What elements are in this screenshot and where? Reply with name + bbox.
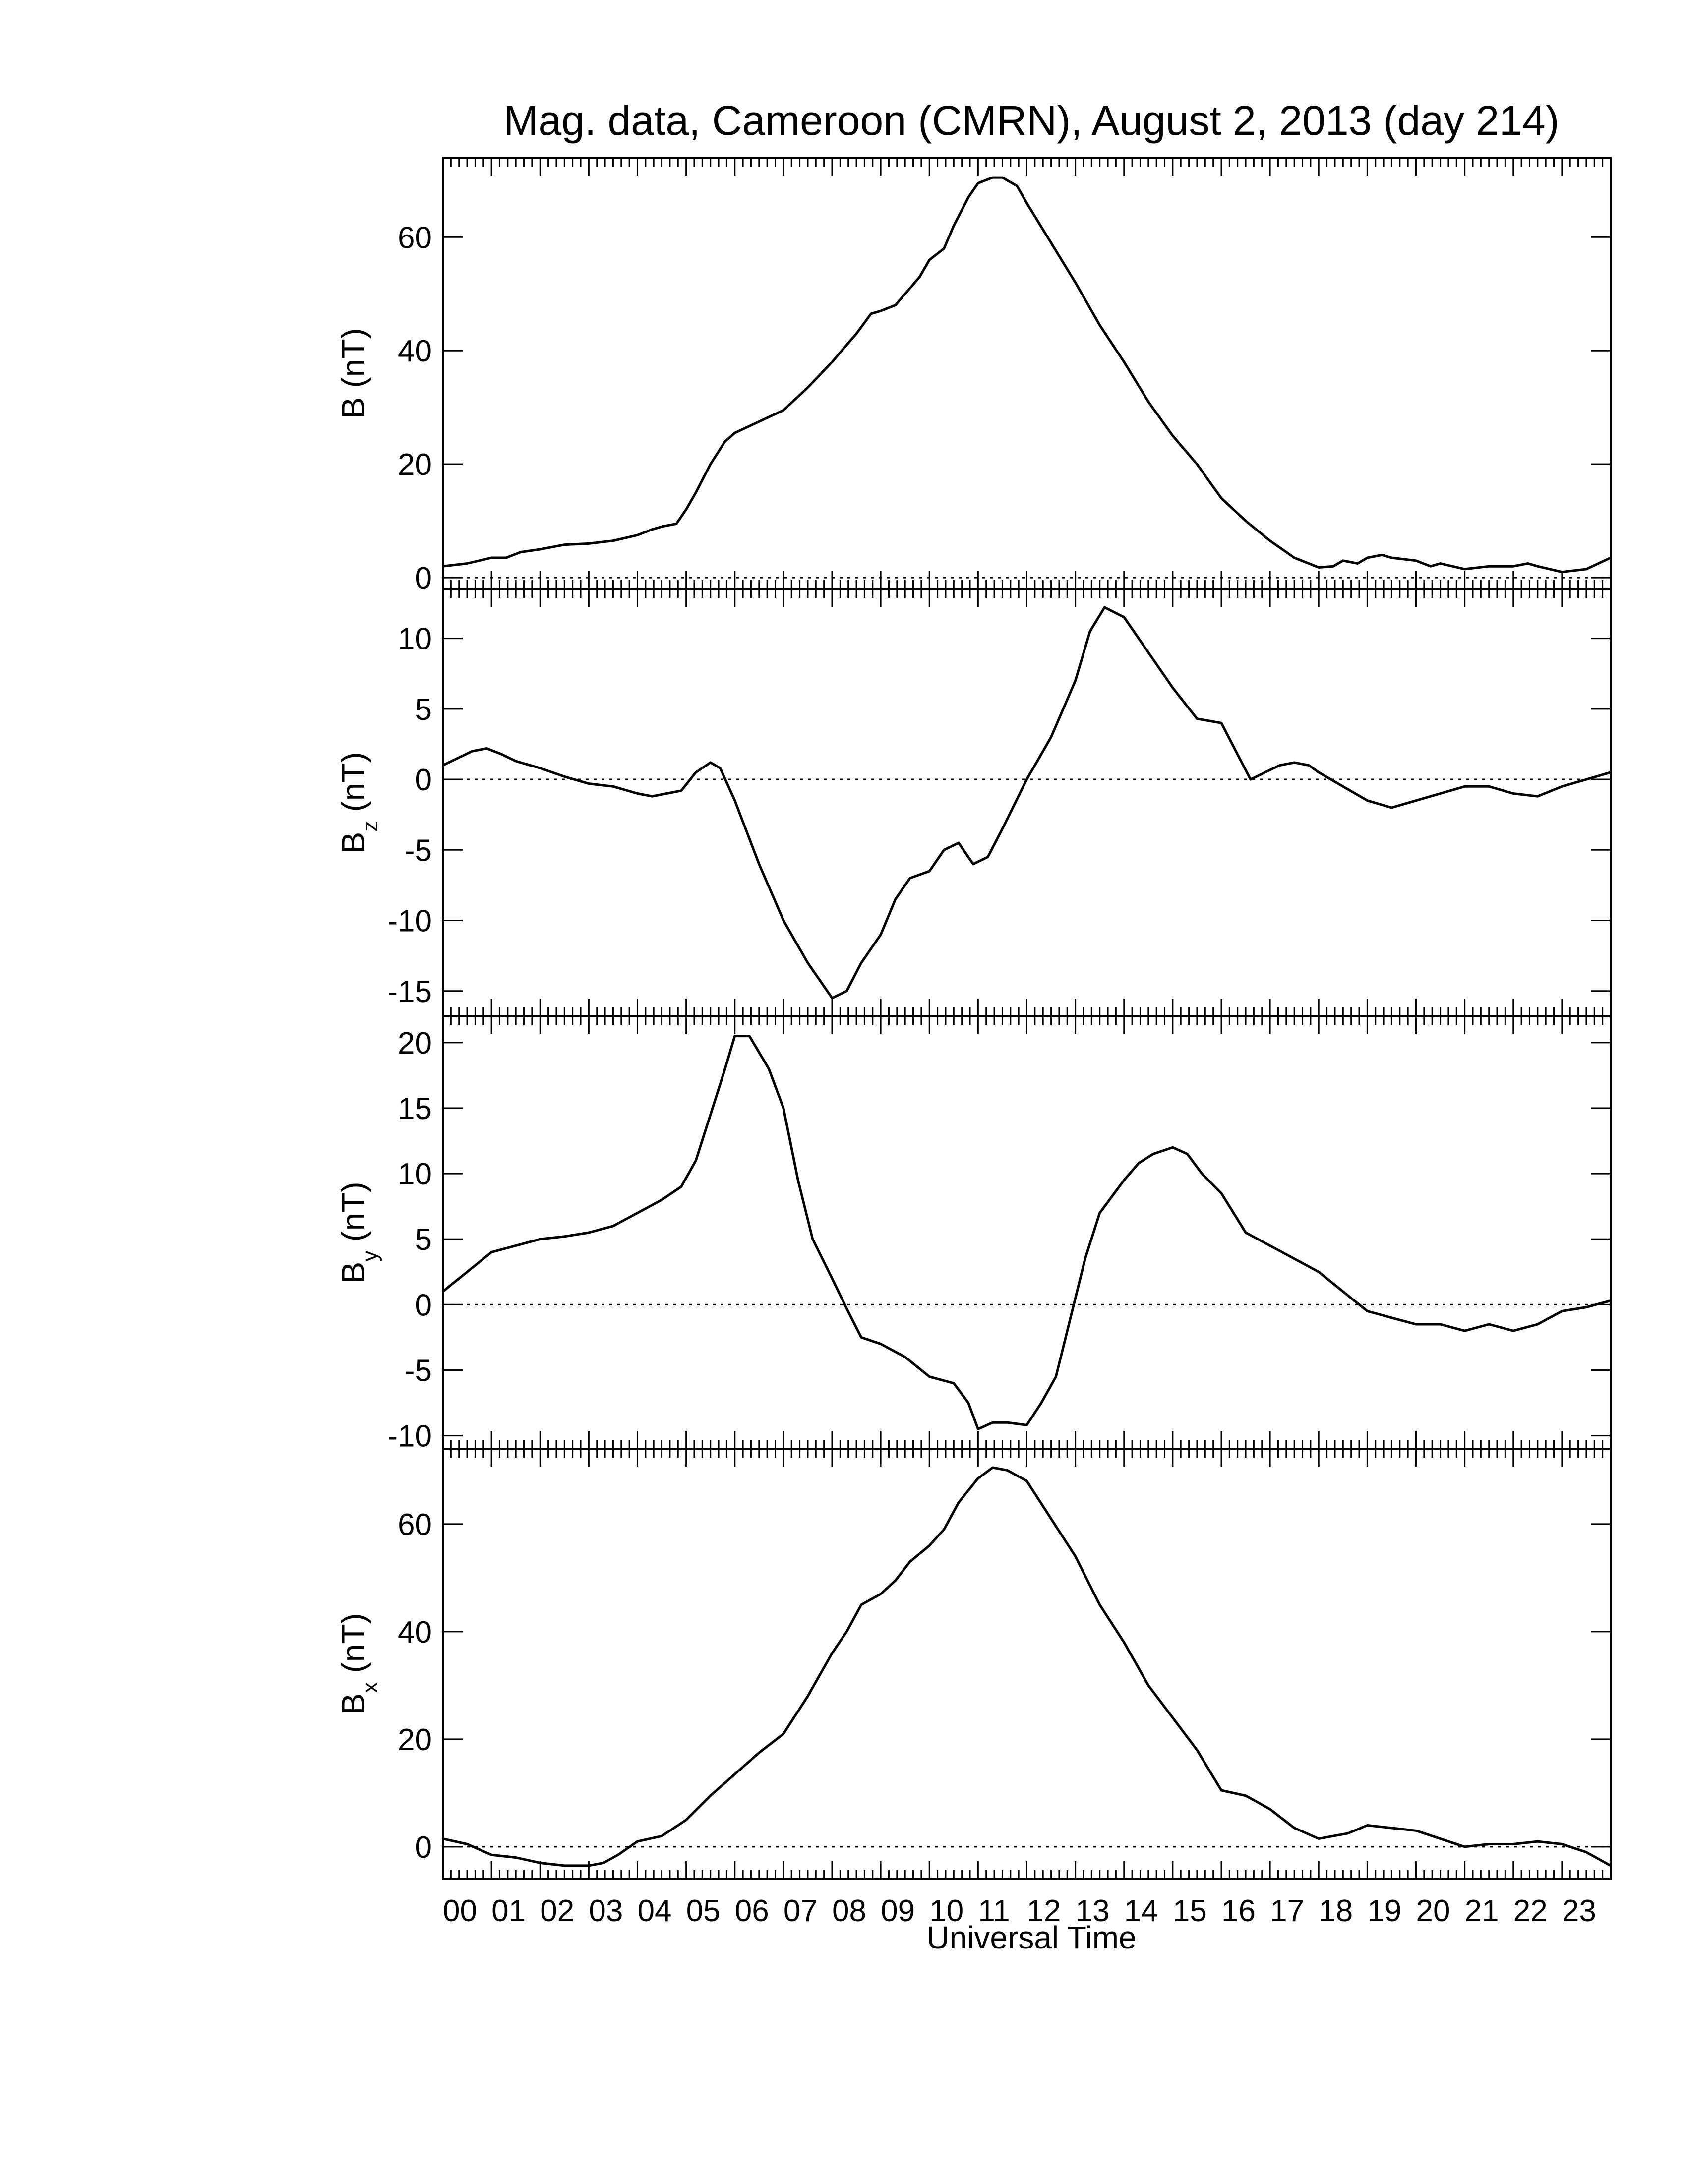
y-axis-label-subscript: x: [358, 1682, 382, 1693]
x-tick-label: 05: [686, 1894, 721, 1928]
x-tick-label: 19: [1367, 1894, 1401, 1928]
series-line: [442, 176, 1612, 574]
y-axis-label-symbol: B: [335, 397, 371, 419]
y-tick-label: 0: [415, 561, 432, 595]
x-tick-label: 03: [589, 1894, 623, 1928]
y-tick-label: -10: [387, 904, 432, 939]
x-tick-label: 04: [638, 1894, 672, 1928]
y-tick-label: 5: [415, 1223, 432, 1257]
y-tick-label: 0: [415, 1830, 432, 1865]
y-tick-label: 10: [398, 622, 432, 656]
y-axis-label-subscript: z: [358, 821, 382, 832]
x-tick-label: 06: [735, 1894, 769, 1928]
x-tick-label: 02: [540, 1894, 574, 1928]
y-axis-label: Bz (nT): [335, 752, 382, 853]
series-line: [442, 1466, 1612, 1867]
x-tick-label: 16: [1221, 1894, 1256, 1928]
y-tick-label: -5: [405, 1354, 432, 1388]
x-tick-label: 13: [1076, 1894, 1110, 1928]
x-axis-label: Universal Time: [926, 1920, 1136, 1955]
y-tick-label: 40: [398, 1615, 432, 1650]
x-tick-label: 08: [832, 1894, 866, 1928]
y-tick-label: 40: [398, 334, 432, 368]
y-tick-label: 5: [415, 693, 432, 727]
y-tick-label: 15: [398, 1092, 432, 1126]
panel-3: -10 -5 0 5 10 15 20 By (nT): [335, 1015, 1612, 1454]
x-tick-label: 14: [1124, 1894, 1158, 1928]
y-axis-label-subscript: y: [358, 1251, 382, 1262]
y-tick-label: -15: [387, 975, 432, 1009]
x-tick-label: 20: [1416, 1894, 1450, 1928]
y-tick-label: 20: [398, 1026, 432, 1061]
y-tick-label: -5: [405, 833, 432, 868]
y-tick-label: -10: [387, 1419, 432, 1454]
y-axis-label: By (nT): [335, 1181, 382, 1283]
chart-title: Mag. data, Cameroon (CMRN), August 2, 20…: [503, 97, 1559, 144]
series-line: [442, 606, 1611, 1000]
y-tick-label: 20: [398, 1723, 432, 1757]
y-axis-label-unit: (nT): [335, 328, 371, 397]
y-axis-label: B (nT): [335, 328, 371, 418]
x-tick-label: 11: [978, 1894, 1010, 1928]
x-tick-label: 22: [1513, 1894, 1548, 1928]
series-line: [442, 1035, 1611, 1430]
y-axis-label-symbol: B: [335, 832, 371, 854]
y-tick-label: 60: [398, 221, 432, 255]
x-tick-label: 10: [929, 1894, 963, 1928]
x-tick-label: 07: [783, 1894, 818, 1928]
y-axis-label-unit: (nT): [335, 1181, 371, 1250]
y-axis-label-symbol: B: [335, 1262, 371, 1284]
x-tick-label: 23: [1562, 1894, 1596, 1928]
y-tick-label: 10: [398, 1157, 432, 1191]
y-tick-label: 0: [415, 1288, 432, 1322]
y-axis-label-symbol: B: [335, 1693, 371, 1715]
x-tick-label: 15: [1173, 1894, 1207, 1928]
y-axis-label: Bx (nT): [335, 1613, 382, 1714]
x-tick-label: 09: [881, 1894, 915, 1928]
y-tick-label: 0: [415, 763, 432, 797]
x-tick-label: 17: [1270, 1894, 1304, 1928]
y-tick-label: 20: [398, 448, 432, 482]
x-tick-label: 18: [1319, 1894, 1353, 1928]
x-tick-label: 21: [1465, 1894, 1499, 1928]
y-axis-label-unit: (nT): [335, 752, 371, 821]
y-tick-label: 60: [398, 1508, 432, 1542]
panel-1: 0 20 40 60 B (nT): [335, 157, 1612, 595]
x-tick-label: 12: [1027, 1894, 1061, 1928]
x-tick-label: 01: [491, 1894, 526, 1928]
x-tick-label: 00: [443, 1894, 477, 1928]
panel-4: 0 20 40 60 Bx (nT): [335, 1448, 1612, 1880]
y-axis-label-unit: (nT): [335, 1613, 371, 1682]
